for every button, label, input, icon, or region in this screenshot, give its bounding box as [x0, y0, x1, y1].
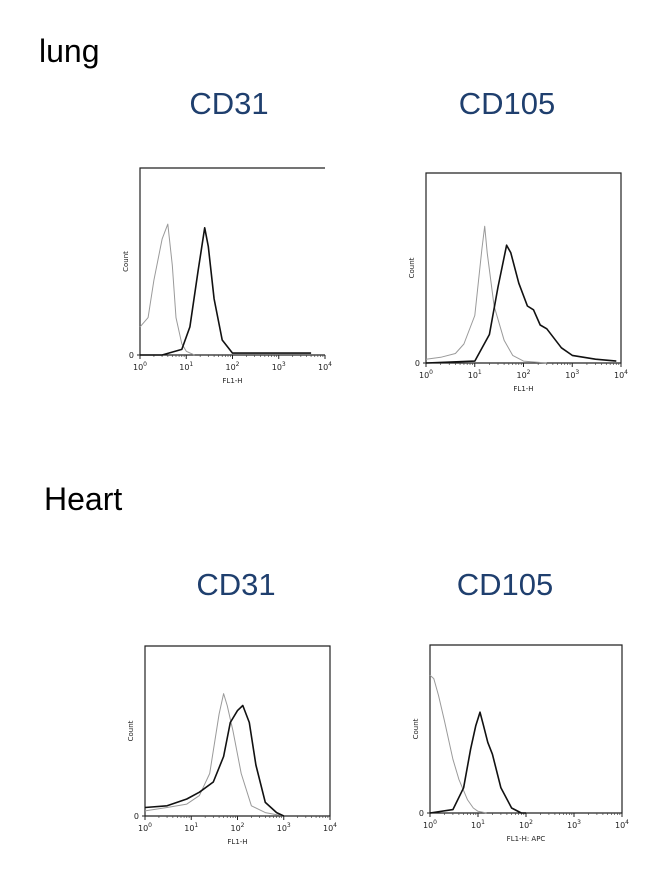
y-tick-label: 0: [134, 812, 139, 821]
plot-frame: [144, 645, 331, 817]
x-tick-label: 100: [423, 819, 437, 830]
x-tick-label: 100: [133, 361, 147, 372]
sample-histogram-line: [425, 244, 617, 364]
x-tick-label: 102: [519, 819, 533, 830]
sample-histogram-line: [429, 711, 526, 814]
title-lung-cd105: CD105: [458, 86, 556, 121]
y-tick-label: 0: [129, 351, 134, 360]
y-tick-label: 0: [419, 809, 424, 818]
y-axis-label: Count: [122, 251, 130, 272]
x-tick-label: 104: [615, 819, 629, 830]
plot-frame: [429, 644, 623, 814]
x-tick-label: 103: [272, 361, 286, 372]
y-axis-label: Count: [412, 718, 420, 739]
histogram-lung-cd31: 100 101 102 103 104 0 FL1-H Count: [122, 167, 332, 385]
control-histogram-line: [139, 223, 195, 356]
x-axis-label: FL1-H: APC: [507, 835, 546, 843]
histogram-heart-cd105: 100 101 102 103 104 0 FL1-H: APC Count: [412, 644, 629, 843]
section-label-lung: lung: [39, 33, 100, 69]
x-tick-label: 100: [138, 822, 152, 833]
x-tick-label: 104: [614, 369, 628, 380]
plot-frame: [425, 172, 622, 364]
title-heart-cd105: CD105: [456, 567, 554, 602]
x-tick-label: 102: [230, 822, 244, 833]
sample-histogram-line: [144, 704, 285, 817]
x-tick-label: 101: [471, 819, 485, 830]
x-axis-label: FL1-H: [513, 385, 533, 393]
x-tick-label: 101: [184, 822, 198, 833]
section-label-heart: Heart: [44, 481, 123, 517]
x-tick-label: 101: [179, 361, 193, 372]
histogram-heart-cd31: 100 101 102 103 104 0 FL1-H Count: [127, 645, 337, 846]
x-tick-label: 104: [318, 361, 332, 372]
x-tick-label: 103: [567, 819, 581, 830]
control-histogram-line: [429, 674, 487, 814]
y-tick-label: 0: [415, 359, 420, 368]
x-tick-label: 103: [565, 369, 579, 380]
x-axis-label: FL1-H: [222, 377, 242, 385]
y-axis-label: Count: [127, 720, 135, 741]
plot-frame: [139, 167, 325, 356]
control-histogram-line: [144, 693, 284, 817]
x-axis-label: FL1-H: [227, 838, 247, 846]
x-tick-label: 100: [419, 369, 433, 380]
x-tick-label: 103: [277, 822, 291, 833]
x-tick-label: 102: [225, 361, 239, 372]
y-axis-label: Count: [408, 257, 416, 278]
title-lung-cd31: CD31: [189, 86, 269, 121]
x-tick-label: 101: [468, 369, 482, 380]
x-tick-label: 104: [323, 822, 337, 833]
control-histogram-line: [425, 225, 547, 364]
title-heart-cd31: CD31: [196, 567, 276, 602]
sample-histogram-line: [140, 227, 312, 356]
histogram-lung-cd105: 100 101 102 103 104 0 FL1-H Count: [408, 172, 628, 393]
x-tick-label: 102: [516, 369, 530, 380]
